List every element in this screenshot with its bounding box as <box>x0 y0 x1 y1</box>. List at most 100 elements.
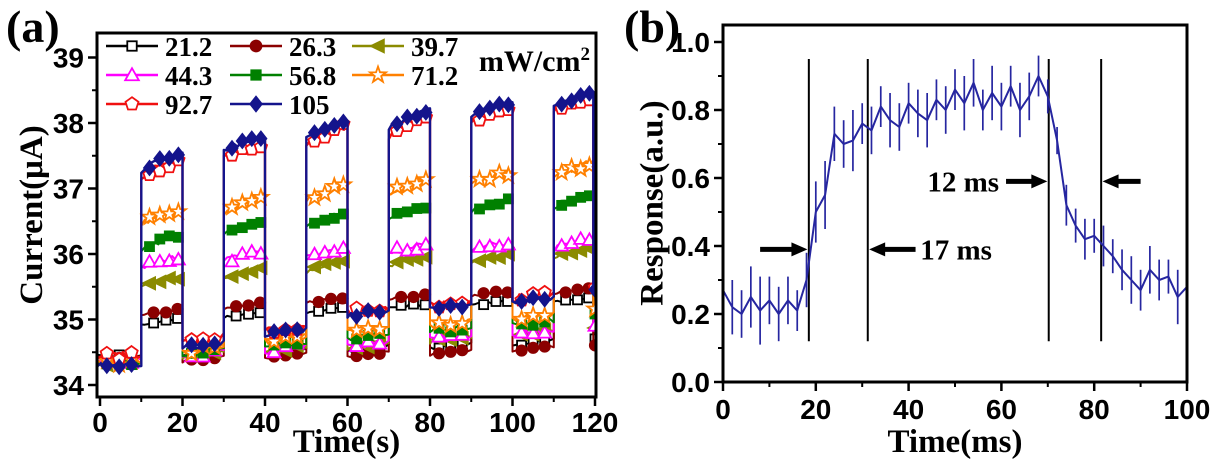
star-marker <box>428 312 450 332</box>
square-marker <box>411 203 423 214</box>
legend-label: 92.7 <box>165 90 212 120</box>
diamond-marker <box>443 297 458 315</box>
series-56.8 <box>98 190 595 371</box>
circle-marker <box>477 287 490 300</box>
triangle-up-marker <box>481 237 498 253</box>
star-marker <box>250 186 272 207</box>
y-tick-label: 35 <box>53 305 84 336</box>
circle-marker <box>395 290 408 304</box>
circle-marker <box>456 344 469 357</box>
square-marker <box>126 40 138 52</box>
y-tick-label: 36 <box>53 239 84 270</box>
panel-b-xaxis-title: Time(ms) <box>887 424 1023 460</box>
panel-a-yaxis-title: Current(μA) <box>14 125 50 305</box>
plot-frame <box>721 23 1189 384</box>
circle-marker <box>559 286 572 299</box>
annotation-12-ms: 12 ms <box>927 166 1141 198</box>
square-marker <box>490 296 502 307</box>
triangle-up-marker <box>525 324 542 340</box>
circle-marker <box>588 339 595 352</box>
circle-marker <box>527 341 540 354</box>
legend-unit: mW/cm2 <box>478 44 590 78</box>
star-marker <box>534 304 555 325</box>
x-tick-label: 120 <box>572 407 619 438</box>
y-tick-label: 0.4 <box>671 231 710 262</box>
diamond-marker <box>514 292 529 310</box>
diamond-marker <box>349 307 364 325</box>
annotation-text: 17 ms <box>920 234 992 266</box>
circle-marker <box>444 345 457 358</box>
x-tick-label: 40 <box>893 394 924 425</box>
star-marker <box>168 200 189 221</box>
triangle-left-marker <box>499 246 515 262</box>
star-marker <box>304 186 325 207</box>
y-tick-label: 0.0 <box>671 367 710 398</box>
series-105 <box>98 84 595 376</box>
triangle-up-marker <box>123 66 141 82</box>
diamond-marker <box>419 104 433 121</box>
triangle-up-marker <box>471 238 488 253</box>
circle-marker <box>253 296 267 309</box>
triangle-up-marker <box>141 253 158 268</box>
x-tick-label: 80 <box>414 407 445 438</box>
square-marker <box>230 310 242 322</box>
diamond-marker <box>100 357 114 375</box>
diamond-marker <box>124 356 139 374</box>
legend-item-56.8: 56.8 <box>230 61 336 91</box>
annotation-text: 12 ms <box>927 166 999 198</box>
circle-marker <box>571 283 584 296</box>
square-marker <box>478 299 490 311</box>
diamond-marker <box>171 146 186 164</box>
triangle-up-marker <box>388 239 406 254</box>
square-marker <box>484 199 496 211</box>
circle-marker <box>418 288 432 301</box>
circle-marker <box>501 286 514 299</box>
reference-lines <box>807 59 1103 342</box>
diamond-marker <box>318 120 332 138</box>
panel-a-xaxis-title: Time(s) <box>292 424 401 460</box>
panel-b-yaxis-title: Response(a.u.) <box>634 100 671 306</box>
square-marker <box>246 218 258 230</box>
star-marker <box>579 154 595 175</box>
diamond-marker <box>373 303 387 321</box>
triangle-left-marker <box>417 249 433 265</box>
triangle-up-marker <box>348 337 365 352</box>
annotation-17-ms: 17 ms <box>760 234 992 266</box>
triangle-left-marker <box>140 275 157 291</box>
diamond-marker <box>555 95 569 113</box>
legend-item-92.7: 92.7 <box>106 90 212 120</box>
x-tick-label: 0 <box>715 394 731 425</box>
response-curve <box>722 75 1188 315</box>
square-marker <box>236 222 248 234</box>
diamond-marker <box>588 281 595 298</box>
triangle-up-marker <box>513 324 530 339</box>
x-tick-label: 100 <box>489 407 536 438</box>
square-marker <box>325 302 337 314</box>
star-marker <box>584 299 595 318</box>
circle-marker <box>515 344 528 357</box>
diamond-marker <box>267 323 281 340</box>
y-tick-label: 0.2 <box>671 299 710 330</box>
triangle-left-marker <box>388 254 404 270</box>
x-tick-label: 0 <box>92 407 108 438</box>
circle-marker <box>147 306 160 319</box>
panel-b-chart: 0 20 40 60 80 100 0.0 0.2 0.4 0.6 0.8 1.0 17 ms 12 ms <box>671 23 1210 425</box>
diamond-marker <box>564 92 579 110</box>
square-marker <box>309 217 320 229</box>
circle-marker <box>336 292 349 305</box>
y-tick-label: 1.0 <box>671 27 710 58</box>
circle-marker <box>324 292 338 305</box>
square-marker <box>419 299 431 311</box>
triangle-up-marker <box>371 335 388 350</box>
diamond-marker <box>278 321 293 339</box>
diamond-marker <box>153 150 167 168</box>
legend-item-44.3: 44.3 <box>106 61 212 91</box>
triangle-left-marker <box>223 269 239 285</box>
star-marker <box>333 174 354 194</box>
square-marker <box>566 195 577 207</box>
square-marker <box>583 292 594 304</box>
panel-a-label: (a) <box>6 1 60 52</box>
diamond-marker <box>492 95 506 113</box>
diamond-marker <box>336 113 351 131</box>
